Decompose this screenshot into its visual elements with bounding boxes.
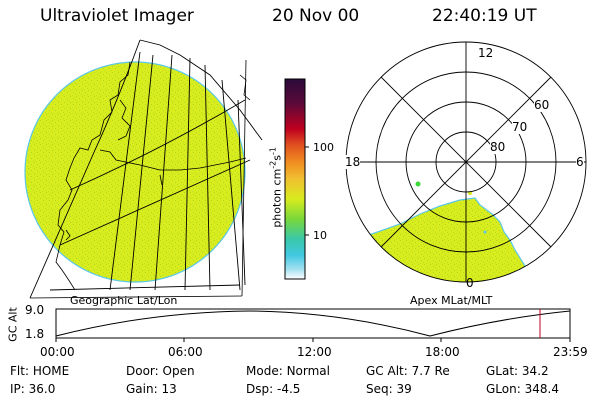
- time-tick-0000: 00:00: [40, 345, 75, 359]
- lat-label-70: 70: [512, 120, 528, 134]
- status-ip: IP: 36.0: [10, 382, 56, 396]
- lat-label-60: 60: [534, 98, 550, 112]
- instrument-title: Ultraviolet Imager: [40, 6, 194, 26]
- status-gc-alt: GC Alt: 7.7 Re: [366, 364, 450, 378]
- altitude-curve: [55, 310, 571, 337]
- mlt-label-6: 6: [576, 155, 584, 169]
- mlt-label-18: 18: [345, 155, 361, 169]
- status-door: Door: Open: [126, 364, 195, 378]
- coastline: [55, 61, 251, 291]
- status-glat: GLat: 34.2: [486, 364, 549, 378]
- apex-label: Apex MLat/MLT: [410, 294, 493, 307]
- status-flt: Flt: HOME: [10, 364, 70, 378]
- time-tick-1800: 18:00: [425, 345, 460, 359]
- geographic-label: Geographic Lat/Lon: [70, 294, 178, 307]
- status-gain: Gain: 13: [126, 382, 177, 396]
- time-label: 22:40:19 UT: [432, 6, 537, 26]
- lat-label-80: 80: [490, 140, 506, 154]
- geographic-grid: [29, 39, 263, 299]
- time-tick-2359: 23:59: [553, 345, 588, 359]
- time-tick-0600: 06:00: [168, 345, 203, 359]
- status-dsp: Dsp: -4.5: [246, 382, 301, 396]
- colorbar-tick-high: 100: [313, 141, 334, 154]
- status-seq: Seq: 39: [366, 382, 412, 396]
- altitude-axis-label: GC Alt: [6, 307, 20, 342]
- time-tick-1200: 12:00: [297, 345, 332, 359]
- altitude-ymax: 9.0: [25, 303, 45, 317]
- altitude-ymin: 1.8: [25, 327, 45, 341]
- status-glon: GLon: 348.4: [486, 382, 559, 396]
- date-label: 20 Nov 00: [272, 6, 360, 26]
- colorbar: [284, 78, 309, 280]
- colorbar-tick-low: 10: [313, 229, 327, 242]
- mlt-label-12: 12: [478, 46, 494, 60]
- status-mode: Mode: Normal: [246, 364, 330, 378]
- mlt-label-0: 0: [466, 276, 474, 290]
- geographic-image-disk: [24, 61, 246, 283]
